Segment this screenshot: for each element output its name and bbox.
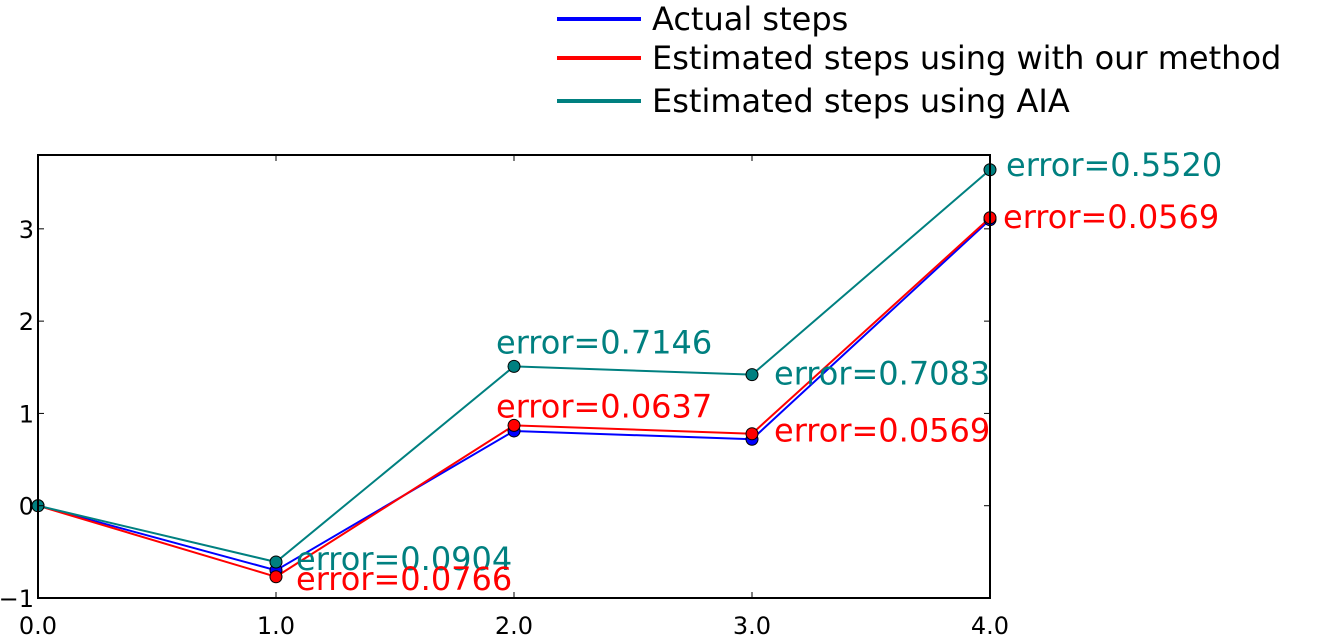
- data-point-1-3: [745, 427, 759, 441]
- data-point-1-2: [507, 418, 521, 432]
- error-annotation-4: error=0.7083: [774, 355, 990, 393]
- y-tick-label-3: 2: [19, 308, 34, 336]
- y-tick-label-1: 0: [19, 493, 34, 521]
- x-tick-label-4: 4.0: [971, 612, 1009, 640]
- error-annotation-7: error=0.0569: [1003, 198, 1219, 236]
- x-tick-label-3: 3.0: [733, 612, 771, 640]
- legend-label-0: Actual steps: [652, 0, 848, 38]
- error-annotation-2: error=0.7146: [496, 323, 712, 361]
- data-point-2-1: [269, 555, 283, 569]
- x-tick-label-0: 0.0: [19, 612, 57, 640]
- plot-area: [31, 163, 997, 584]
- data-point-2-2: [507, 359, 521, 373]
- error-annotation-1: error=0.0766: [296, 560, 512, 598]
- error-annotation-6: error=0.5520: [1006, 146, 1222, 184]
- y-tick-label-2: 1: [19, 400, 34, 428]
- legend-label-2: Estimated steps using AIA: [652, 82, 1070, 120]
- error-annotation-0: error=0.0904: [296, 540, 512, 578]
- axes: 0.0 1.0 2.0 3.0 4.0 −1 0 1 2 3: [0, 154, 1009, 640]
- error-annotation-5: error=0.0569: [774, 412, 990, 450]
- data-point-1-1: [269, 570, 283, 584]
- legend-label-1: Estimated steps using with our method: [652, 39, 1281, 77]
- x-tick-label-1: 1.0: [257, 612, 295, 640]
- error-annotation-3: error=0.0637: [496, 387, 712, 425]
- y-tick-label-4: 3: [19, 216, 34, 244]
- x-tick-label-2: 2.0: [495, 612, 533, 640]
- data-point-2-3: [745, 368, 759, 382]
- y-tick-label-0: −1: [0, 585, 34, 613]
